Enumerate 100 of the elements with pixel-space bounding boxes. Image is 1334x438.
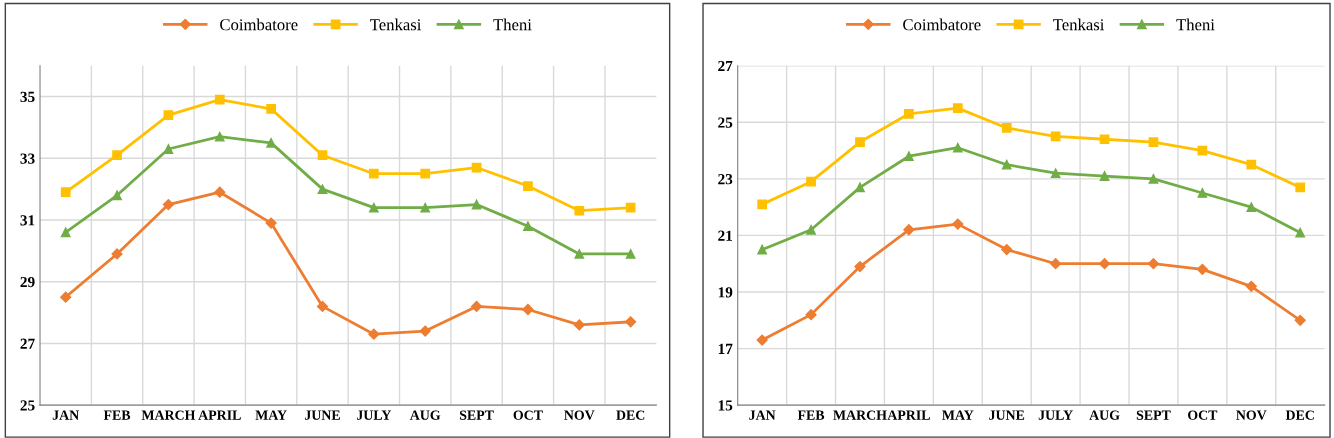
x-tick-label: FEB <box>797 410 825 420</box>
y-tick-label: 35 <box>20 91 35 103</box>
x-tick-label: OCT <box>513 410 543 420</box>
point <box>470 300 483 313</box>
x-tick-label: MARCH <box>141 410 196 420</box>
point <box>163 144 174 154</box>
point <box>625 316 637 328</box>
y-tick-label: 17 <box>718 343 733 354</box>
point <box>625 202 636 213</box>
point <box>317 150 328 161</box>
x-tick-label: FEB <box>103 410 131 420</box>
y-tick-label: 19 <box>718 287 733 298</box>
point <box>1147 258 1160 270</box>
x-tick-label: MARCH <box>833 410 887 420</box>
legend-label: Coimbatore <box>903 18 981 31</box>
point <box>1148 173 1159 184</box>
point <box>523 221 533 232</box>
x-tick-label: MAY <box>255 410 287 420</box>
x-tick-label: JUNE <box>989 410 1025 420</box>
point <box>471 199 482 210</box>
point <box>573 319 585 331</box>
y-tick-label: 31 <box>20 215 35 226</box>
point <box>368 202 379 213</box>
point <box>756 334 768 346</box>
point <box>806 224 816 235</box>
legend-label: Theni <box>493 18 532 31</box>
point <box>522 303 534 316</box>
point <box>316 300 329 313</box>
point <box>1245 280 1257 292</box>
point <box>757 199 768 210</box>
point <box>317 184 328 194</box>
point <box>1001 123 1012 133</box>
point <box>214 186 226 198</box>
x-tick-label: OCT <box>1188 410 1218 420</box>
x-tick-label: DEC <box>1285 410 1314 420</box>
point <box>1050 258 1062 270</box>
point <box>112 150 122 161</box>
y-tick-label: 25 <box>718 117 733 128</box>
y-tick-label: 27 <box>718 60 733 71</box>
point <box>757 244 768 255</box>
point <box>952 142 963 153</box>
point <box>1197 188 1208 198</box>
x-tick-label: JULY <box>356 410 392 420</box>
point <box>420 202 431 213</box>
y-tick-label: 23 <box>718 174 733 185</box>
point <box>60 227 71 238</box>
point <box>214 94 225 105</box>
point <box>574 249 585 259</box>
point <box>60 291 72 303</box>
x-tick-label: MAY <box>942 410 974 420</box>
point <box>574 205 585 216</box>
x-tick-label: JUNE <box>304 410 340 420</box>
point <box>1099 134 1110 145</box>
x-tick-label: AUG <box>1089 410 1120 420</box>
point <box>1246 159 1257 170</box>
point <box>523 181 533 191</box>
x-tick-label: JULY <box>1038 410 1073 420</box>
x-tick-label: DEC <box>616 410 645 420</box>
x-tick-label: NOV <box>564 410 595 420</box>
point <box>854 260 866 273</box>
point <box>1246 202 1257 212</box>
y-tick-label: 33 <box>20 153 35 164</box>
legend-label: Coimbatore <box>220 18 298 31</box>
point <box>1099 171 1110 181</box>
point <box>163 110 174 120</box>
point <box>420 168 431 179</box>
point <box>952 218 964 230</box>
point <box>1001 243 1013 256</box>
point <box>368 328 380 340</box>
point <box>60 187 71 198</box>
point <box>1001 159 1012 170</box>
point <box>903 224 915 236</box>
point <box>266 137 276 148</box>
point <box>806 176 816 187</box>
x-tick-label: APRIL <box>198 410 241 420</box>
point <box>214 131 225 142</box>
point <box>1050 168 1061 179</box>
x-tick-label: JAN <box>749 410 776 420</box>
point <box>1295 182 1306 193</box>
point <box>1148 137 1159 147</box>
y-tick-label: 27 <box>20 338 35 349</box>
legend-label: Tenkasi <box>370 18 422 31</box>
x-tick-label: SEPT <box>459 410 494 420</box>
point <box>1295 227 1306 238</box>
point <box>112 190 122 201</box>
point <box>1196 263 1208 275</box>
point <box>1294 314 1306 326</box>
point <box>904 151 914 162</box>
point <box>805 309 817 321</box>
point <box>368 168 379 179</box>
point <box>162 198 175 211</box>
x-tick-label: APRIL <box>887 410 930 420</box>
point <box>855 182 865 193</box>
x-tick-label: AUG <box>409 410 441 420</box>
point <box>111 248 123 260</box>
point <box>625 249 636 259</box>
x-tick-label: JAN <box>52 410 80 420</box>
x-tick-label: SEPT <box>1136 410 1171 420</box>
y-tick-label: 25 <box>20 400 35 411</box>
point <box>904 108 914 119</box>
